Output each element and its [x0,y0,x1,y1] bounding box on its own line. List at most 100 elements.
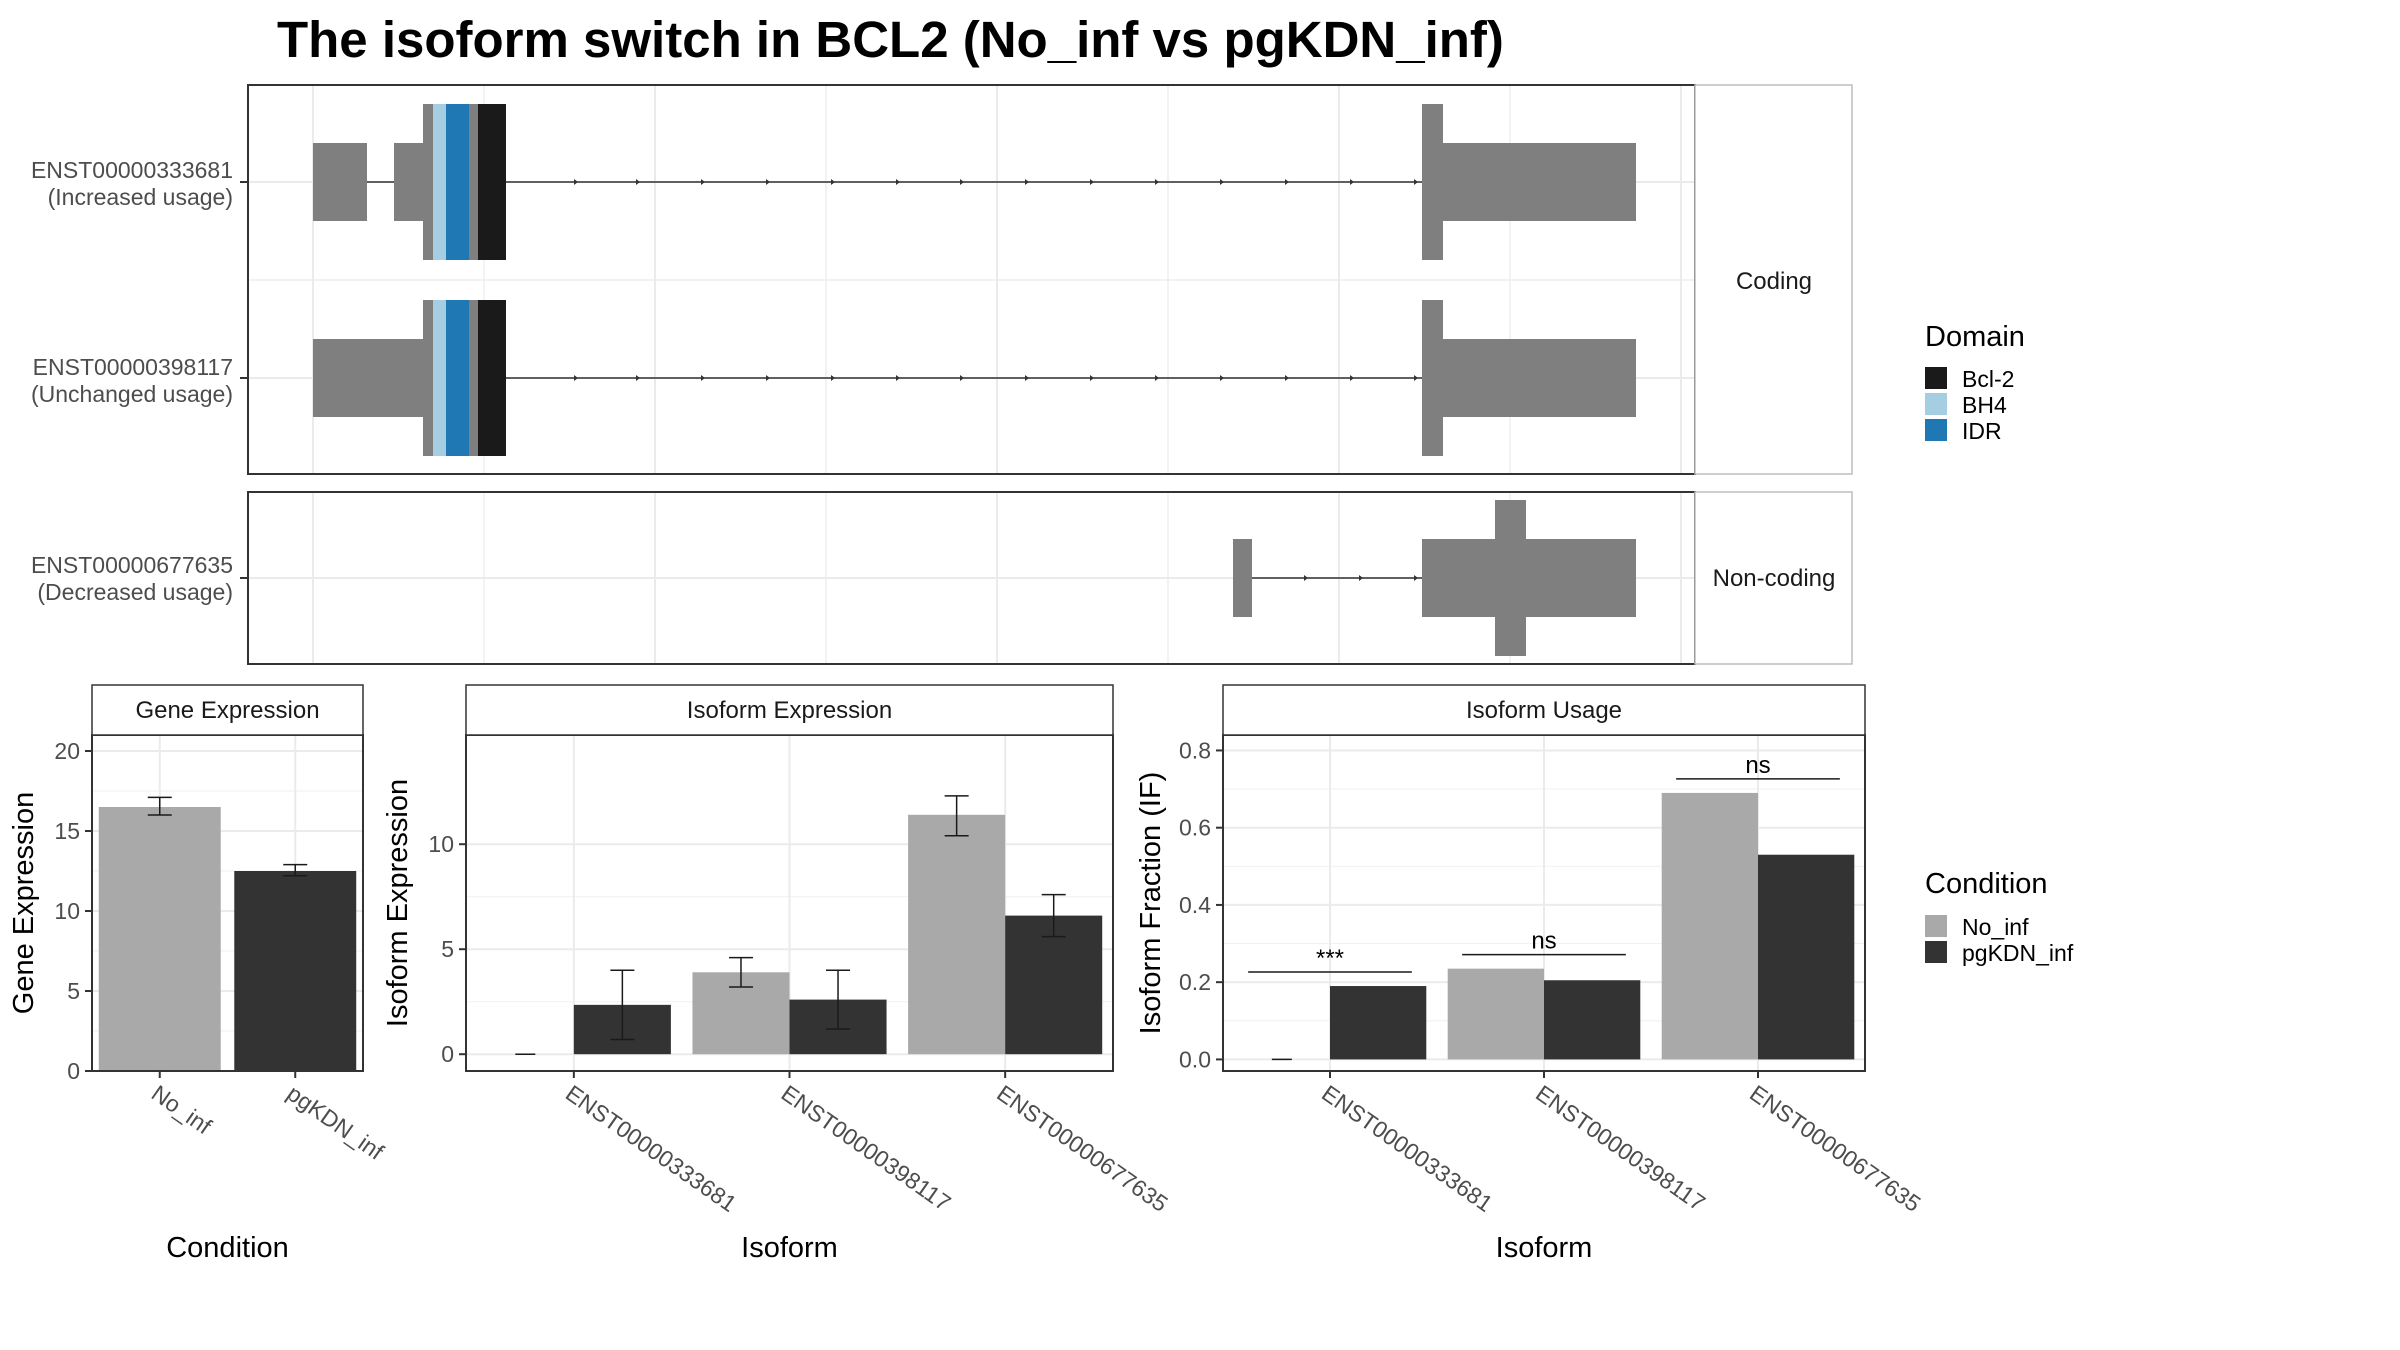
utr-exon [394,143,423,221]
x-tick-label: No_inf [147,1080,217,1140]
y-tick-label: 0 [441,1041,454,1067]
legend-key-BH4 [1925,393,1947,415]
group-label-noncoding: Non-coding [1713,565,1836,592]
bar-No_inf-ENST00000398117 [1447,968,1544,1060]
transcript-id-label: ENST00000333681 [31,157,233,183]
significance-label: *** [1316,945,1344,972]
x-axis-title: Condition [166,1232,289,1264]
exon [1495,500,1526,656]
group-label-coding: Coding [1736,268,1812,295]
structure-panel-coding [247,84,1696,475]
utr-exon [313,143,367,221]
y-tick-label: 0.2 [1179,969,1211,995]
structure-panel-noncoding [247,491,1696,665]
y-axis-title: Isoform Expression [382,779,414,1027]
strip-title: Isoform Expression [687,697,892,724]
domain-Bcl-2 [478,104,506,260]
exon [1233,539,1252,617]
domain-BH4 [433,104,446,260]
y-tick-label: 0 [67,1058,80,1084]
x-tick-label: ENST00000677635 [1745,1080,1925,1217]
intron-arrows [574,179,1418,185]
bar-No_inf [98,807,221,1071]
legend-key-pgKDN_inf [1925,941,1947,963]
legend-key-Bcl-2 [1925,367,1947,389]
intron-arrows [574,375,1418,381]
x-tick-label: ENST00000398117 [777,1080,956,1216]
utr-exon [1443,143,1636,221]
chart-1: Isoform Expression 0 5 10 ENST00000333681 ENS… [382,684,1173,1264]
legend-title: Domain [1925,321,2025,353]
chart-2: *** ns ns Isoform Usage 0.0 0.2 0.4 0.6 0.8 ENST0… [1135,684,1926,1264]
x-tick-label: ENST00000677635 [992,1080,1172,1217]
legend-key-No_inf [1925,915,1947,937]
bottom-charts: Gene Expression 0 5 10 15 20 No_inf pgKDN_inf Co… [8,684,1926,1264]
transcript-labels: ENST00000333681 (Increased usage) ENST00… [31,157,233,605]
bar-pgKDN_inf-ENST00000677635 [1005,915,1103,1055]
y-tick-label: 20 [54,738,80,764]
cds-exon [469,300,478,456]
exon [1422,539,1636,617]
y-tick-label: 0.6 [1179,815,1211,841]
domain-IDR [446,300,469,456]
strip [91,684,364,736]
y-tick-label: 5 [441,936,454,962]
legend-label: No_inf [1962,914,2029,940]
strip [465,684,1114,736]
bar-No_inf-ENST00000677635 [1661,792,1758,1060]
significance-label: ns [1531,928,1556,955]
group-strip-noncoding: Non-coding [1694,491,1853,665]
strip-title: Gene Expression [135,697,319,724]
utr-exon [313,339,423,417]
legend-title: Condition [1925,868,2048,900]
y-tick-label: 0.0 [1179,1046,1211,1072]
cds-exon [423,104,433,260]
x-tick-label: pgKDN_inf [282,1080,389,1165]
transcript-usage-label: (Decreased usage) [37,579,233,605]
strip [1222,684,1866,736]
legend-key-IDR [1925,419,1947,441]
cds-exon [1422,104,1443,260]
transcript-usage-label: (Increased usage) [48,184,233,210]
legend-label: BH4 [1962,392,2007,418]
bar-pgKDN_inf-ENST00000398117 [1544,980,1641,1060]
x-axis-title: Isoform [741,1232,838,1264]
significance-label: ns [1745,752,1770,779]
x-tick-label: ENST00000333681 [561,1080,741,1217]
transcript-id-label: ENST00000677635 [31,552,233,578]
legend-label: IDR [1962,418,2002,444]
domain-legend: Domain Bcl-2 BH4 IDR [1925,321,2025,444]
y-tick-label: 10 [54,898,80,924]
bar-pgKDN_inf [234,871,357,1071]
y-tick-label: 0.4 [1179,892,1211,918]
y-axis-title: Isoform Fraction (IF) [1135,772,1167,1035]
x-tick-label: ENST00000333681 [1317,1080,1497,1217]
cds-exon [469,104,478,260]
x-tick-label: ENST00000398117 [1531,1080,1710,1216]
y-tick-label: 5 [67,978,80,1004]
transcript-ENST00000677635 [1233,500,1636,656]
cds-exon [1422,300,1443,456]
legend-label: Bcl-2 [1962,366,2014,392]
transcript-id-label: ENST00000398117 [33,354,233,380]
chart-0: Gene Expression 0 5 10 15 20 No_inf pgKDN_inf Co… [8,684,389,1264]
chart-title: The isoform switch in BCL2 (No_inf vs pg… [277,11,1504,68]
x-axis-title: Isoform [1496,1232,1593,1264]
y-axis-title: Gene Expression [8,792,40,1014]
transcript-ENST00000333681 [313,104,1636,260]
intron-arrows [1304,575,1418,581]
legend-label: pgKDN_inf [1962,940,2074,966]
domain-BH4 [433,300,446,456]
domain-IDR [446,104,469,260]
strip-title: Isoform Usage [1466,697,1622,724]
transcript-ENST00000398117 [313,300,1636,456]
y-tick-label: 0.8 [1179,737,1211,763]
y-tick-label: 15 [54,818,80,844]
utr-exon [1443,339,1636,417]
bar-pgKDN_inf-ENST00000677635 [1758,854,1855,1060]
y-tick-label: 10 [428,831,454,857]
condition-legend: Condition No_inf pgKDN_inf [1925,868,2074,966]
cds-exon [423,300,433,456]
transcript-usage-label: (Unchanged usage) [31,381,233,407]
